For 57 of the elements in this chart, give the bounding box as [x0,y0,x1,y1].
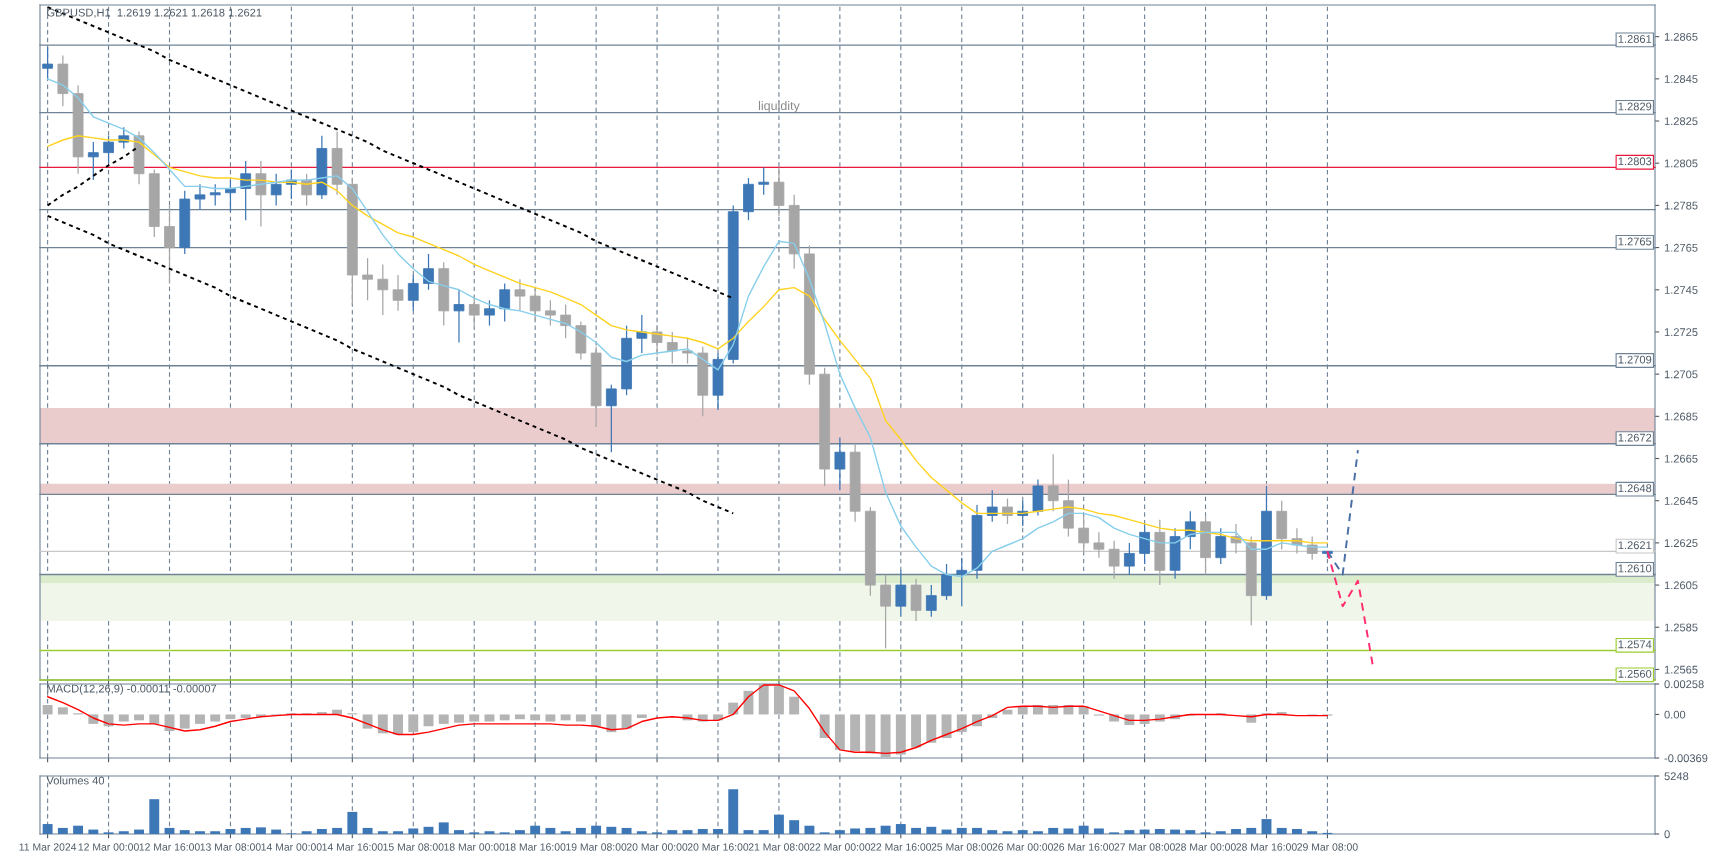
ref-line-label: 1.2861 [1618,35,1652,43]
x-tick-label: 12 Mar 00:00 [78,843,139,851]
ref-line-label: 1.2709 [1618,355,1652,364]
x-tick-label: 15 Mar 08:00 [383,843,444,851]
y-tick-label: 1.2765 [1664,243,1698,252]
x-tick-label: 18 Mar 00:00 [444,843,505,851]
chart-title: Volumes 40 [46,776,105,785]
y-tick-label: 1.2785 [1664,201,1698,210]
ref-line-label: 1.2765 [1618,237,1652,246]
ref-line-label: 1.2829 [1618,102,1652,111]
y-tick-label: -0.00369 [1664,754,1708,763]
x-tick-label: 28 Mar 00:00 [1175,843,1236,851]
x-tick-label: 13 Mar 08:00 [200,843,261,851]
x-tick-label: 11 Mar 2024 [19,843,77,851]
y-tick-label: 1.2745 [1664,286,1698,294]
ref-line-label: 1.2672 [1618,433,1652,442]
x-tick-label: 20 Mar 16:00 [687,843,749,851]
y-tick-label: 1.2645 [1664,496,1698,505]
x-tick-label: 25 Mar 08:00 [931,843,993,851]
x-tick-label: 26 Mar 00:00 [992,843,1053,851]
ref-line-label: 1.2648 [1618,484,1652,493]
y-tick-label: 1.2705 [1664,370,1698,379]
x-tick-label: 21 Mar 08:00 [748,843,810,851]
x-tick-label: 22 Mar 16:00 [870,843,932,851]
y-tick-label: 1.2585 [1664,623,1698,632]
annotation: liquidity [758,100,800,113]
x-tick-label: 20 Mar 00:00 [626,843,688,851]
y-tick-label: 0 [1664,830,1670,839]
y-tick-label: 5248 [1664,772,1689,781]
x-tick-label: 26 Mar 16:00 [1053,843,1114,851]
y-tick-label: 1.2605 [1664,581,1698,590]
y-tick-label: 1.2725 [1664,328,1698,337]
x-tick-label: 22 Mar 00:00 [809,843,871,851]
y-tick-label: 0.00 [1664,710,1686,719]
x-tick-label: 12 Mar 16:00 [139,843,200,851]
x-tick-label: 18 Mar 16:00 [505,843,566,851]
y-tick-label: 1.2805 [1664,159,1698,168]
x-tick-label: 14 Mar 16:00 [322,843,383,851]
ref-line-label: 1.2621 [1618,541,1652,550]
y-tick-label: 1.2685 [1664,412,1698,421]
chart-title: MACD(12,26,9) -0.00011 -0.00007 [47,684,217,695]
ref-line-label: 1.2574 [1618,640,1652,649]
y-tick-label: 1.2565 [1664,665,1698,674]
ref-line-label: 1.2560 [1618,669,1652,678]
y-tick-label: 0.00258 [1664,680,1704,689]
ref-line-label: 1.2803 [1618,157,1652,166]
x-tick-label: 29 Mar 08:00 [1297,843,1358,851]
y-tick-label: 1.2625 [1664,539,1698,548]
ref-line-label: 1.2610 [1618,564,1652,573]
x-tick-label: 14 Mar 00:00 [261,843,322,851]
x-tick-label: 19 Mar 08:00 [566,843,627,851]
x-tick-label: 28 Mar 16:00 [1236,843,1297,851]
x-tick-label: 27 Mar 08:00 [1114,843,1175,851]
y-tick-label: 1.2825 [1664,117,1698,126]
y-tick-label: 1.2665 [1664,454,1698,463]
y-tick-label: 1.2845 [1664,75,1698,83]
y-tick-label: 1.2865 [1664,32,1698,41]
